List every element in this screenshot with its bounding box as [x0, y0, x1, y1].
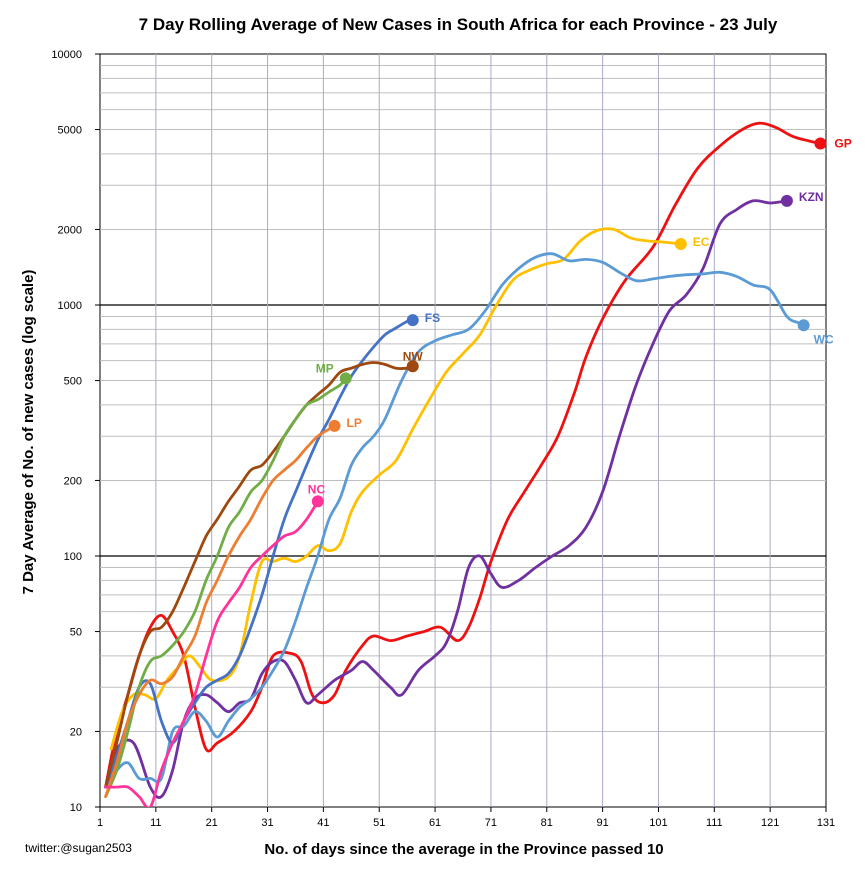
chart-title: 7 Day Rolling Average of New Cases in So…: [139, 15, 778, 34]
y-tick-label: 5000: [58, 125, 82, 137]
grid: [99, 53, 827, 808]
x-tick-label: 11: [150, 817, 161, 829]
series-label-nc: NC: [308, 482, 326, 496]
series-line-mp: [104, 377, 348, 798]
series-line-wc: [104, 252, 806, 789]
x-axis-ticks: 1 11 21 31 41 51 61 71 81 91 101 111 121 131: [97, 807, 835, 829]
x-tick-label: 111: [706, 817, 723, 829]
y-tick-label: 20: [70, 726, 82, 738]
y-axis-ticks: 10 20 50 100 200 500 1000 2000 5000 10000: [51, 49, 100, 814]
x-tick-label: 101: [649, 817, 667, 829]
series-line-fs: [104, 318, 415, 789]
series-lines: [104, 121, 827, 807]
y-tick-label: 2000: [58, 224, 82, 236]
series-label-ec: EC: [693, 235, 710, 249]
series-label-nw: NW: [403, 349, 424, 363]
series-endpoint-gp: [814, 137, 827, 150]
y-tick-label: 200: [64, 475, 82, 487]
x-tick-label: 21: [206, 817, 218, 829]
series-label-wc: WC: [814, 332, 834, 346]
x-tick-label: 91: [596, 817, 608, 829]
y-tick-label: 50: [70, 627, 82, 639]
series-endpoint-lp: [328, 419, 341, 432]
series-line-kzn: [104, 199, 789, 799]
x-axis-title: No. of days since the average in the Pro…: [264, 841, 663, 858]
series-line-lp: [104, 424, 336, 798]
series-line-nw: [104, 361, 415, 789]
series-label-gp: GP: [834, 136, 851, 150]
x-tick-label: 61: [429, 817, 441, 829]
x-tick-label: 1: [97, 817, 103, 829]
y-tick-label: 100: [64, 551, 82, 563]
series-endpoint-nc: [311, 495, 324, 508]
series-label-kzn: KZN: [799, 190, 824, 204]
series-label-mp: MP: [316, 361, 334, 375]
x-tick-label: 81: [541, 817, 553, 829]
series-endpoint-fs: [406, 314, 419, 327]
series-endpoint-wc: [797, 319, 810, 332]
series-endpoint-ec: [674, 237, 687, 250]
x-tick-label: 71: [485, 817, 497, 829]
x-tick-label: 41: [317, 817, 329, 829]
credit-handle: twitter:@sugan2503: [25, 841, 132, 855]
series-endpoint-mp: [339, 372, 352, 385]
series-line-gp: [104, 121, 822, 789]
x-tick-label: 51: [373, 817, 385, 829]
series-endpoint-kzn: [780, 194, 793, 207]
y-axis-title: 7 Day Average of No. of new cases (log s…: [20, 270, 37, 595]
x-tick-label: 31: [261, 817, 273, 829]
x-tick-label: 121: [761, 817, 779, 829]
y-tick-label: 500: [64, 376, 82, 388]
y-tick-label: 1000: [58, 300, 82, 312]
y-tick-label: 10000: [51, 49, 82, 61]
series-line-nc: [104, 500, 320, 807]
series-label-fs: FS: [425, 311, 440, 325]
series-label-lp: LP: [347, 416, 362, 430]
y-tick-label: 10: [70, 802, 82, 814]
x-tick-label: 131: [817, 817, 835, 829]
series-labels: GP KZN EC WC FS NW MP LP NC: [308, 136, 852, 496]
series-endpoint-nw: [406, 360, 419, 373]
plot-frame: [99, 53, 827, 808]
